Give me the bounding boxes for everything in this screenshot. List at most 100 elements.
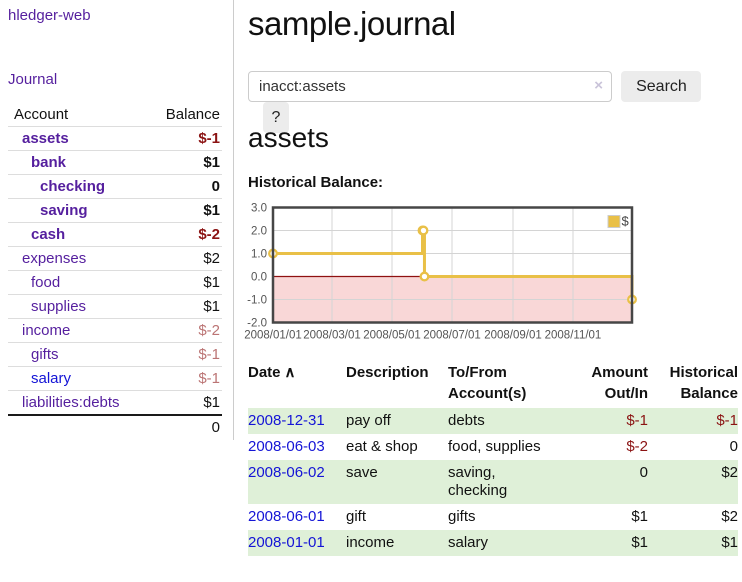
account-balance: $-1 bbox=[198, 130, 220, 147]
register-balance: $2 bbox=[721, 508, 738, 525]
register-balance: $-1 bbox=[716, 412, 738, 429]
register-row: 2008-01-01 income salary $1 $1 bbox=[248, 530, 738, 556]
register-date-link[interactable]: 2008-06-03 bbox=[248, 438, 325, 455]
register-amount: 0 bbox=[639, 464, 648, 481]
y-axis-tick-label: 0.0 bbox=[251, 272, 267, 284]
register-header-tofrom: To/From Account(s) bbox=[448, 364, 527, 402]
register-date-link[interactable]: 2008-01-01 bbox=[248, 534, 325, 551]
account-link[interactable]: supplies bbox=[31, 298, 87, 315]
register-header-date[interactable]: Date ∧ bbox=[248, 364, 296, 381]
register-description: save bbox=[346, 464, 378, 481]
register-row: 2008-12-31 pay off debts $-1 $-1 bbox=[248, 408, 738, 434]
account-row: checking 0 bbox=[8, 174, 222, 199]
account-balance: $1 bbox=[203, 394, 220, 411]
register-accounts: food, supplies bbox=[448, 438, 541, 455]
account-row: income $-2 bbox=[8, 318, 222, 343]
register-description: eat & shop bbox=[346, 438, 418, 455]
account-link[interactable]: assets bbox=[22, 130, 69, 147]
legend-label: $ bbox=[622, 214, 630, 229]
register-date-link[interactable]: 2008-06-01 bbox=[248, 508, 325, 525]
account-link[interactable]: income bbox=[22, 322, 71, 339]
register-balance: $1 bbox=[721, 534, 738, 551]
register-table: Date ∧ Description To/From Account(s) Amount… bbox=[248, 360, 738, 556]
accounts-header-account: Account bbox=[14, 106, 69, 123]
account-balance: $1 bbox=[203, 154, 220, 171]
x-axis-tick-label: 2008/05/01 bbox=[363, 330, 421, 342]
register-header-amount: Amount Out/In bbox=[591, 364, 648, 402]
register-description: pay off bbox=[346, 412, 391, 429]
account-link[interactable]: checking bbox=[40, 178, 106, 195]
y-axis-tick-label: 2.0 bbox=[251, 226, 267, 238]
register-date-link[interactable]: 2008-12-31 bbox=[248, 412, 325, 429]
register-accounts: gifts bbox=[448, 508, 476, 525]
page-title: sample.journal bbox=[248, 5, 456, 42]
account-row: saving $1 bbox=[8, 198, 222, 223]
search-input-wrap: × bbox=[248, 71, 612, 102]
account-heading: assets bbox=[248, 122, 329, 153]
account-row: salary $-1 bbox=[8, 366, 222, 391]
account-link[interactable]: salary bbox=[31, 370, 72, 387]
register-row: 2008-06-03 eat & shop food, supplies $-2 0 bbox=[248, 434, 738, 460]
account-row: expenses $2 bbox=[8, 246, 222, 271]
register-amount: $-2 bbox=[626, 438, 648, 455]
accounts-total-value: 0 bbox=[145, 414, 222, 439]
register-header-historical: Historical Balance bbox=[669, 364, 738, 402]
account-link[interactable]: bank bbox=[31, 154, 67, 171]
account-link[interactable]: cash bbox=[31, 226, 66, 243]
y-axis-tick-label: -1.0 bbox=[247, 295, 267, 307]
brand-link[interactable]: hledger-web bbox=[8, 7, 91, 24]
accounts-table: Account Balance assets $-1 bank $1 checking 0… bbox=[8, 103, 222, 439]
x-axis-tick-label: 2008/01/01 bbox=[244, 330, 302, 342]
account-balance: $-1 bbox=[198, 346, 220, 363]
account-row: bank $1 bbox=[8, 150, 222, 175]
x-axis-tick-label: 2008/03/01 bbox=[303, 330, 361, 342]
account-balance: $1 bbox=[203, 274, 220, 291]
register-amount: $1 bbox=[631, 508, 648, 525]
x-axis-tick-label: 2008/11/01 bbox=[545, 330, 602, 342]
account-row: supplies $1 bbox=[8, 294, 222, 319]
account-link[interactable]: expenses bbox=[22, 250, 87, 267]
data-point[interactable] bbox=[418, 225, 429, 236]
account-row: cash $-2 bbox=[8, 222, 222, 247]
account-balance: 0 bbox=[211, 178, 220, 195]
clear-search-icon[interactable]: × bbox=[594, 77, 603, 94]
search-input[interactable] bbox=[248, 71, 612, 102]
plot-border bbox=[271, 206, 634, 324]
legend-swatch bbox=[607, 215, 621, 228]
account-balance: $1 bbox=[203, 298, 220, 315]
account-balance: $-1 bbox=[198, 370, 220, 387]
y-axis-tick-label: 3.0 bbox=[251, 203, 267, 215]
register-amount: $1 bbox=[631, 534, 648, 551]
nav-journal-link[interactable]: Journal bbox=[8, 71, 58, 88]
account-link[interactable]: food bbox=[31, 274, 61, 291]
register-amount: $-1 bbox=[626, 412, 648, 429]
accounts-total-row: 0 bbox=[8, 414, 222, 439]
chart-title: Historical Balance: bbox=[248, 174, 384, 191]
balance-chart[interactable]: $3.0 2.0 1.0 0.0 -1.0 -2.0 2008/01/01 2008/03/0… bbox=[240, 198, 650, 348]
register-header-description: Description bbox=[346, 364, 429, 381]
data-point[interactable] bbox=[419, 271, 430, 282]
sort-ascending-icon: ∧ bbox=[284, 364, 296, 381]
y-axis-tick-label: -2.0 bbox=[247, 318, 267, 330]
help-button[interactable]: ? bbox=[263, 102, 289, 133]
y-axis-tick-label: 1.0 bbox=[251, 249, 267, 261]
accounts-header-row: Account Balance bbox=[8, 103, 222, 127]
account-link[interactable]: gifts bbox=[31, 346, 59, 363]
account-link[interactable]: liabilities:debts bbox=[22, 394, 120, 411]
account-balance: $2 bbox=[203, 250, 220, 267]
account-row: food $1 bbox=[8, 270, 222, 295]
account-row: liabilities:debts $1 bbox=[8, 390, 222, 416]
search-button[interactable]: Search bbox=[621, 71, 702, 102]
search-row: × Search ? bbox=[248, 71, 738, 133]
x-axis-tick-label: 2008/09/01 bbox=[484, 330, 542, 342]
x-axis-tick-label: 2008/07/01 bbox=[423, 330, 481, 342]
accounts-header-balance: Balance bbox=[165, 106, 220, 123]
register-date-link[interactable]: 2008-06-02 bbox=[248, 464, 325, 481]
account-balance: $1 bbox=[203, 202, 220, 219]
register-row: 2008-06-01 gift gifts $1 $2 bbox=[248, 504, 738, 530]
account-balance: $-2 bbox=[198, 226, 220, 243]
register-accounts: saving, checking bbox=[448, 464, 508, 499]
account-link[interactable]: saving bbox=[40, 202, 88, 219]
register-description: gift bbox=[346, 508, 367, 525]
